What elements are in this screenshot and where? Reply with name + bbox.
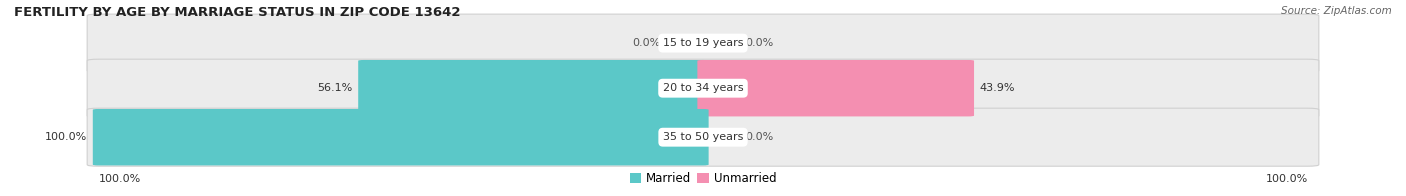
FancyBboxPatch shape (359, 60, 709, 116)
Text: 15 to 19 years: 15 to 19 years (662, 38, 744, 48)
Text: 56.1%: 56.1% (318, 83, 353, 93)
Text: 0.0%: 0.0% (745, 132, 773, 142)
Text: 100.0%: 100.0% (1265, 174, 1308, 184)
FancyBboxPatch shape (87, 14, 1319, 72)
Text: FERTILITY BY AGE BY MARRIAGE STATUS IN ZIP CODE 13642: FERTILITY BY AGE BY MARRIAGE STATUS IN Z… (14, 6, 461, 19)
FancyBboxPatch shape (93, 109, 709, 165)
Text: 100.0%: 100.0% (98, 174, 141, 184)
FancyBboxPatch shape (87, 108, 1319, 166)
Text: 43.9%: 43.9% (980, 83, 1015, 93)
Text: 20 to 34 years: 20 to 34 years (662, 83, 744, 93)
Text: 35 to 50 years: 35 to 50 years (662, 132, 744, 142)
FancyBboxPatch shape (87, 59, 1319, 117)
FancyBboxPatch shape (697, 60, 974, 116)
Text: Source: ZipAtlas.com: Source: ZipAtlas.com (1281, 6, 1392, 16)
Legend: Married, Unmarried: Married, Unmarried (624, 168, 782, 190)
Text: 0.0%: 0.0% (745, 38, 773, 48)
Text: 100.0%: 100.0% (45, 132, 87, 142)
Text: 0.0%: 0.0% (633, 38, 661, 48)
